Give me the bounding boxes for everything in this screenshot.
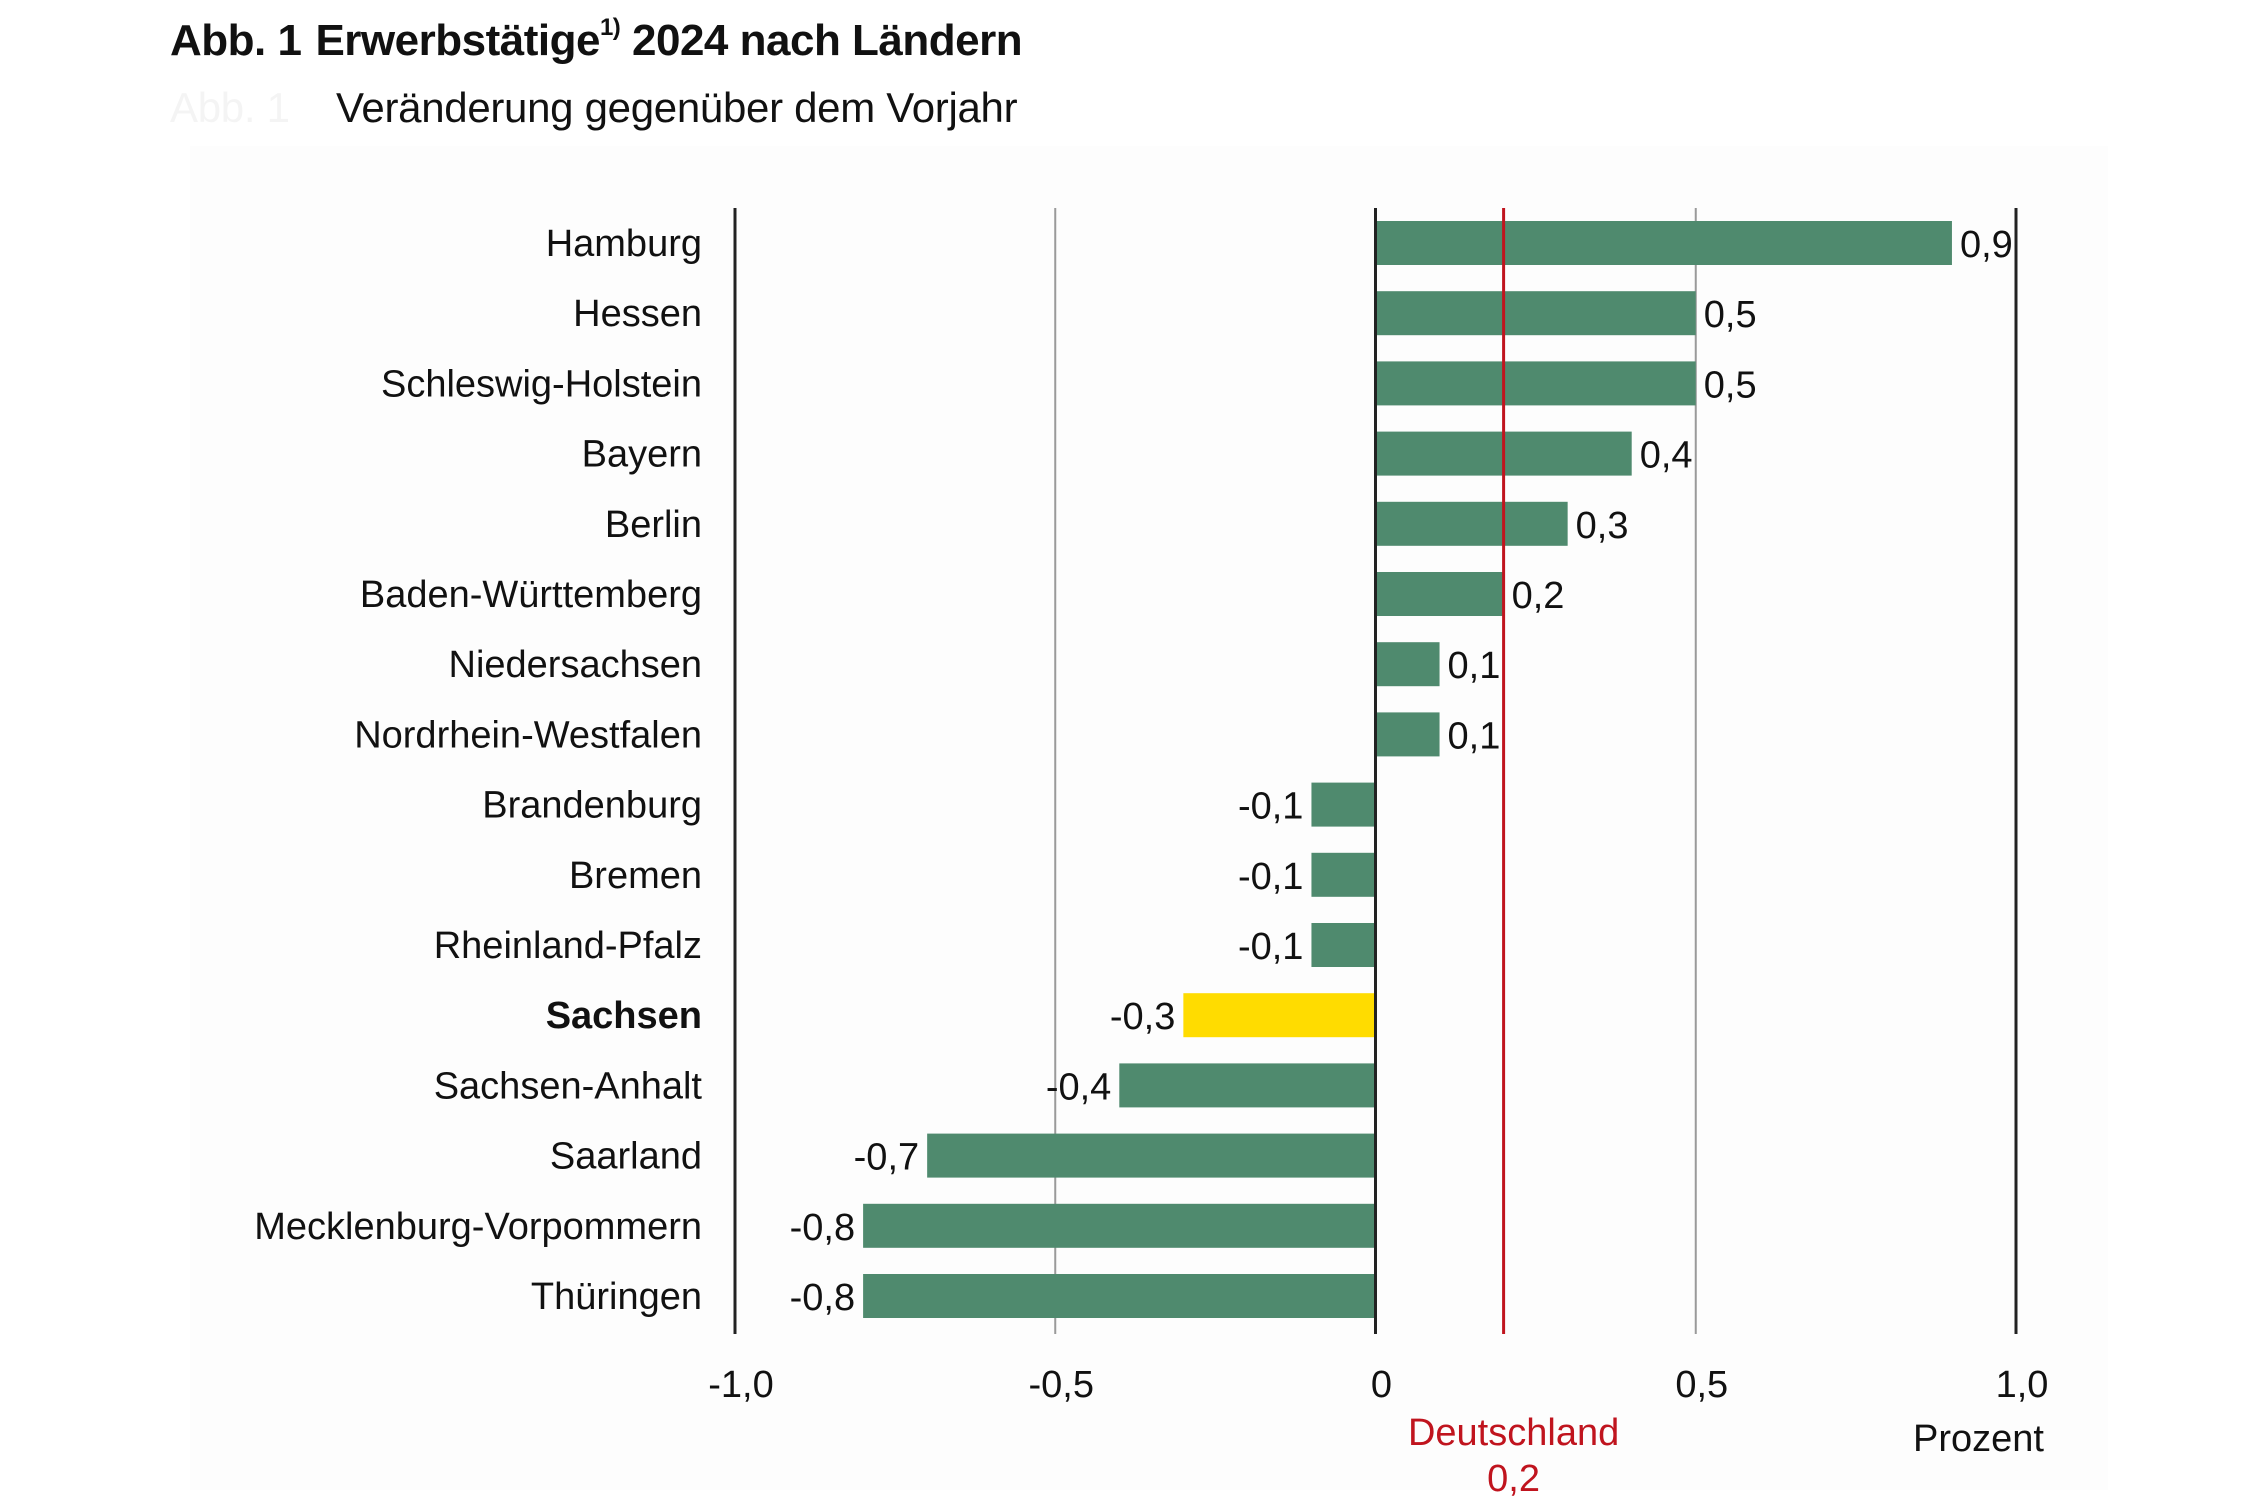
x-tick-label-1: -1,0	[708, 1364, 773, 1406]
title-rest: 2024 nach Ländern	[632, 16, 1023, 65]
x-tick-label-4: 0,5	[1675, 1364, 1728, 1406]
value-label-11: -0,1	[1238, 926, 1303, 968]
x-tick-label-2: -0,5	[1029, 1364, 1094, 1406]
bar-1	[1375, 221, 1952, 265]
bar-5	[1375, 501, 1568, 546]
bar-10	[1311, 852, 1376, 897]
value-label-4: 0,4	[1640, 435, 1693, 477]
reference-value-label: 0,2	[1487, 1458, 1540, 1500]
category-label-12: Sachsen	[546, 995, 702, 1037]
category-label-4: Bayern	[582, 434, 702, 476]
chart-panel	[190, 146, 2108, 1490]
value-label-16: -0,8	[790, 1277, 855, 1319]
bar-13	[1119, 1063, 1376, 1108]
x-tick-label-3: 0	[1371, 1364, 1392, 1406]
value-label-10: -0,1	[1238, 856, 1303, 898]
value-label-3: 0,5	[1704, 364, 1757, 406]
category-label-7: Niedersachsen	[449, 644, 702, 686]
category-label-5: Berlin	[605, 504, 702, 546]
category-label-9: Brandenburg	[482, 785, 702, 827]
bar-12	[1183, 993, 1376, 1038]
category-label-14: Saarland	[550, 1136, 702, 1178]
category-label-2: Hessen	[573, 293, 702, 335]
figure-number: Abb. 1	[170, 16, 302, 65]
x-axis-unit-label: Prozent	[1913, 1418, 2044, 1460]
category-label-13: Sachsen-Anhalt	[434, 1065, 703, 1107]
bar-3	[1375, 361, 1696, 406]
category-label-15: Mecklenburg-Vorpommern	[254, 1206, 702, 1248]
bar-15	[863, 1203, 1376, 1248]
title-main: Erwerbstätige	[315, 16, 600, 65]
category-label-6: Baden-Württemberg	[360, 574, 702, 616]
value-label-1: 0,9	[1960, 224, 2013, 266]
bar-7	[1375, 642, 1440, 687]
category-label-10: Bremen	[569, 855, 702, 897]
category-label-3: Schleswig-Holstein	[381, 363, 702, 405]
bar-11	[1311, 923, 1376, 967]
bar-16	[863, 1274, 1376, 1318]
figure-title: Abb. 1 Erwerbstätige1) 2024 nach Ländern	[170, 14, 1023, 66]
bar-8	[1375, 712, 1440, 757]
category-label-11: Rheinland-Pfalz	[434, 925, 702, 967]
bar-6	[1375, 572, 1504, 616]
value-label-8: 0,1	[1448, 715, 1501, 757]
ghost-figure-label: Abb. 1	[170, 84, 290, 131]
bar-2	[1375, 291, 1696, 336]
x-tick-label-5: 1,0	[1996, 1364, 2049, 1406]
value-label-5: 0,3	[1576, 505, 1629, 547]
value-label-13: -0,4	[1046, 1066, 1111, 1108]
bar-14	[927, 1133, 1376, 1178]
value-label-7: 0,1	[1448, 645, 1501, 687]
category-label-16: Thüringen	[531, 1276, 702, 1318]
reference-label: Deutschland	[1408, 1412, 1619, 1454]
value-label-12: -0,3	[1110, 996, 1175, 1038]
value-label-9: -0,1	[1238, 786, 1303, 828]
value-label-6: 0,2	[1512, 575, 1565, 617]
figure-subtitle: Abb. 1 Veränderung gegenüber dem Vorjahr	[170, 84, 1018, 132]
value-label-14: -0,7	[854, 1137, 919, 1179]
subtitle-text: Veränderung gegenüber dem Vorjahr	[336, 84, 1018, 131]
category-label-8: Nordrhein-Westfalen	[354, 714, 702, 756]
bar-9	[1311, 782, 1376, 827]
category-label-1: Hamburg	[546, 223, 702, 265]
value-label-15: -0,8	[790, 1207, 855, 1249]
footnote-marker: 1)	[599, 14, 621, 41]
value-label-2: 0,5	[1704, 294, 1757, 336]
